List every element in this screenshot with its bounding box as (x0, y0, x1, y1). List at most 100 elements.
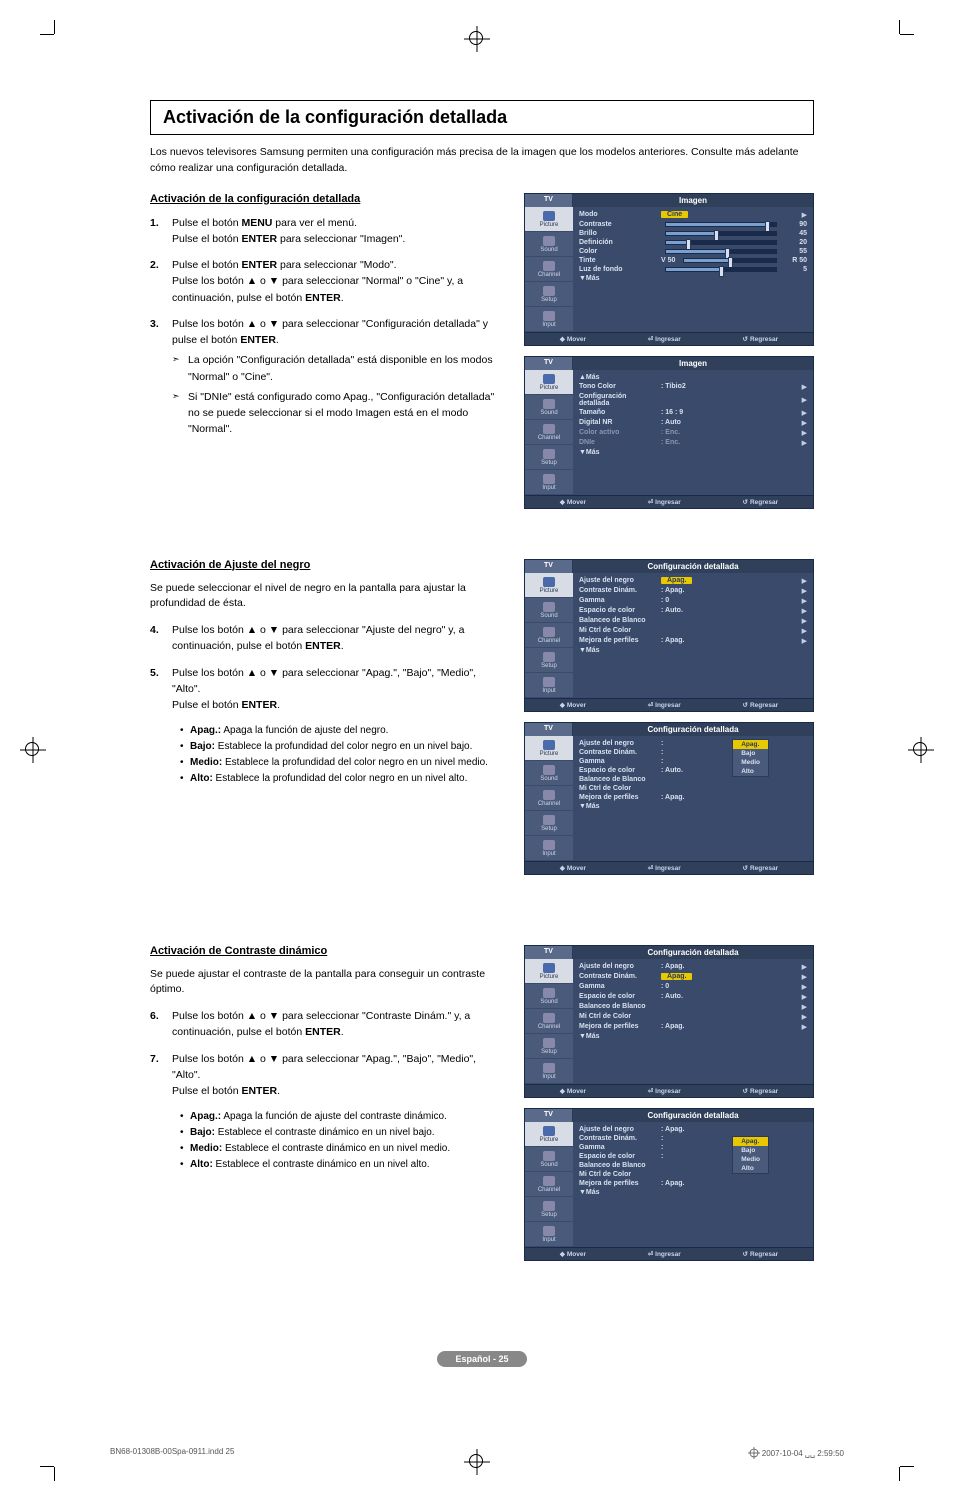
osd-slider (665, 240, 777, 245)
osd-row[interactable]: Espacio de color: Auto.▶ (579, 606, 807, 616)
osd-sidebar-item[interactable]: Sound (525, 1147, 573, 1172)
osd-row[interactable]: Mi Ctrl de Color▶ (579, 1012, 807, 1022)
osd-row[interactable]: Mi Ctrl de Color (579, 1170, 807, 1179)
osd-row[interactable]: Espacio de color: (579, 1152, 807, 1161)
osd-rows: Ajuste del negro: Apag.Contraste Dinám.:… (573, 1122, 813, 1247)
section-2: Activación de Ajuste del negro Se puede … (150, 559, 814, 885)
osd-sidebar-item[interactable]: Setup (525, 282, 573, 307)
osd-popup[interactable]: Apag.BajoMedioAlto (732, 1136, 769, 1174)
osd-sidebar-item[interactable]: Sound (525, 761, 573, 786)
osd-sidebar-item[interactable]: Picture (525, 736, 573, 761)
osd-row[interactable]: Brillo45 (579, 229, 807, 238)
chevron-right-icon: ▶ (802, 973, 807, 981)
osd-sidebar-item[interactable]: Sound (525, 598, 573, 623)
osd-sidebar-item[interactable]: Channel (525, 786, 573, 811)
osd-sidebar-item[interactable]: Setup (525, 1197, 573, 1222)
osd-popup[interactable]: Apag.BajoMedioAlto (732, 739, 769, 777)
osd-sidebar-item[interactable]: Channel (525, 1172, 573, 1197)
osd-row[interactable]: Configuración detallada▶ (579, 392, 807, 408)
osd-popup-option[interactable]: Apag. (733, 1137, 768, 1146)
osd-sidebar-item[interactable]: Input (525, 1059, 573, 1084)
osd-row[interactable]: Balanceo de Blanco▶ (579, 616, 807, 626)
osd-sidebar-item[interactable]: Picture (525, 959, 573, 984)
osd-row[interactable]: Gamma: (579, 757, 807, 766)
osd-sidebar-item[interactable]: Input (525, 673, 573, 698)
osd-row[interactable]: Tono Color: Tibio2▶ (579, 382, 807, 392)
osd-row[interactable]: Gamma: 0▶ (579, 596, 807, 606)
osd-row[interactable]: Color activo: Enc.▶ (579, 428, 807, 438)
page: Activación de la configuración detallada… (0, 0, 954, 1501)
osd-sidebar-item[interactable]: Picture (525, 1122, 573, 1147)
osd-sidebar-item[interactable]: Channel (525, 1009, 573, 1034)
osd-row[interactable]: Espacio de color: Auto. (579, 766, 807, 775)
osd-sidebar-item[interactable]: Channel (525, 257, 573, 282)
osd-row[interactable]: Mi Ctrl de Color (579, 784, 807, 793)
osd-sidebar-item[interactable]: Picture (525, 573, 573, 598)
osd-sidebar: PictureSoundChannelSetupInput (525, 1122, 573, 1247)
step-3: Pulse los botón ▲ o ▼ para seleccionar "… (150, 316, 506, 438)
osd-row[interactable]: DNIe: Enc.▶ (579, 438, 807, 448)
osd-row[interactable]: ModoCine▶ (579, 210, 807, 220)
osd-row[interactable]: Tamaño: 16 : 9▶ (579, 408, 807, 418)
osd-row[interactable]: Gamma: (579, 1143, 807, 1152)
crop-mark (40, 34, 54, 35)
text-column: Activación de Ajuste del negro Se puede … (150, 559, 506, 885)
osd-row[interactable]: TinteV 50R 50 (579, 256, 807, 265)
osd-row[interactable]: Luz de fondo5 (579, 265, 807, 274)
osd-sidebar-item[interactable]: Input (525, 836, 573, 861)
osd-row[interactable]: Ajuste del negro: Apag. (579, 1125, 807, 1134)
osd-sidebar: PictureSoundChannelSetupInput (525, 736, 573, 861)
osd-sidebar-item[interactable]: Picture (525, 370, 573, 395)
osd-row[interactable]: Balanceo de Blanco (579, 1161, 807, 1170)
osd-row[interactable]: Mejora de perfiles: Apag. (579, 793, 807, 802)
osd-popup-option[interactable]: Bajo (733, 1146, 768, 1155)
osd-sidebar-item[interactable]: Setup (525, 811, 573, 836)
osd-sidebar-item[interactable]: Input (525, 307, 573, 332)
osd-sidebar-item[interactable]: Setup (525, 648, 573, 673)
osd-sidebar-item[interactable]: Sound (525, 232, 573, 257)
osd-row[interactable]: Mejora de perfiles: Apag.▶ (579, 1022, 807, 1032)
osd-row[interactable]: Mi Ctrl de Color▶ (579, 626, 807, 636)
osd-sidebar-item[interactable]: Sound (525, 395, 573, 420)
osd-sidebar-item[interactable]: Channel (525, 623, 573, 648)
osd-sidebar-item[interactable]: Input (525, 470, 573, 495)
osd-foot-ingresar: Ingresar (648, 1087, 681, 1095)
osd-popup-option[interactable]: Alto (733, 767, 768, 776)
osd-popup-option[interactable]: Apag. (733, 740, 768, 749)
osd-row[interactable]: Ajuste del negroApag.▶ (579, 576, 807, 586)
osd-popup-option[interactable]: Bajo (733, 749, 768, 758)
osd-panel-imagen-2: TVImagenPictureSoundChannelSetupInput▲Má… (524, 356, 814, 509)
osd-sidebar-item[interactable]: Channel (525, 420, 573, 445)
osd-row[interactable]: Gamma: 0▶ (579, 982, 807, 992)
footer-timestamp: 2007-10-04 ␣␣ 2:59:50 (748, 1447, 844, 1461)
osd-title: Configuración detallada (573, 723, 813, 736)
osd-row[interactable]: Contraste Dinám.Apag.▶ (579, 972, 807, 982)
osd-sidebar-item[interactable]: Picture (525, 207, 573, 232)
osd-row[interactable]: Contraste Dinám.: (579, 748, 807, 757)
osd-sidebar-item[interactable]: Input (525, 1222, 573, 1247)
osd-sidebar-item[interactable]: Setup (525, 445, 573, 470)
osd-row[interactable]: Mejora de perfiles: Apag. (579, 1179, 807, 1188)
osd-row[interactable]: Definición20 (579, 238, 807, 247)
osd-row[interactable]: Ajuste del negro: (579, 739, 807, 748)
osd-row[interactable]: Color55 (579, 247, 807, 256)
osd-row[interactable]: Espacio de color: Auto.▶ (579, 992, 807, 1002)
osd-row[interactable]: Balanceo de Blanco▶ (579, 1002, 807, 1012)
osd-row[interactable]: Mejora de perfiles: Apag.▶ (579, 636, 807, 646)
osd-row[interactable]: Contraste Dinám.: Apag.▶ (579, 586, 807, 596)
option-apag: Apag.: Apaga la función de ajuste del ne… (180, 723, 506, 739)
osd-sidebar: PictureSoundChannelSetupInput (525, 370, 573, 495)
osd-popup-option[interactable]: Alto (733, 1164, 768, 1173)
osd-row[interactable]: Contraste Dinám.: (579, 1134, 807, 1143)
osd-row[interactable]: Balanceo de Blanco (579, 775, 807, 784)
steps-list: Pulse el botón MENU para ver el menú. Pu… (150, 215, 506, 438)
osd-sidebar-item[interactable]: Sound (525, 984, 573, 1009)
osd-sidebar-item[interactable]: Setup (525, 1034, 573, 1059)
osd-foot-ingresar: Ingresar (648, 1250, 681, 1258)
osd-more-down: ▼Más (579, 802, 807, 811)
osd-row[interactable]: Digital NR: Auto▶ (579, 418, 807, 428)
osd-row[interactable]: Contraste90 (579, 220, 807, 229)
osd-popup-option[interactable]: Medio (733, 1155, 768, 1164)
osd-popup-option[interactable]: Medio (733, 758, 768, 767)
osd-row[interactable]: Ajuste del negro: Apag.▶ (579, 962, 807, 972)
